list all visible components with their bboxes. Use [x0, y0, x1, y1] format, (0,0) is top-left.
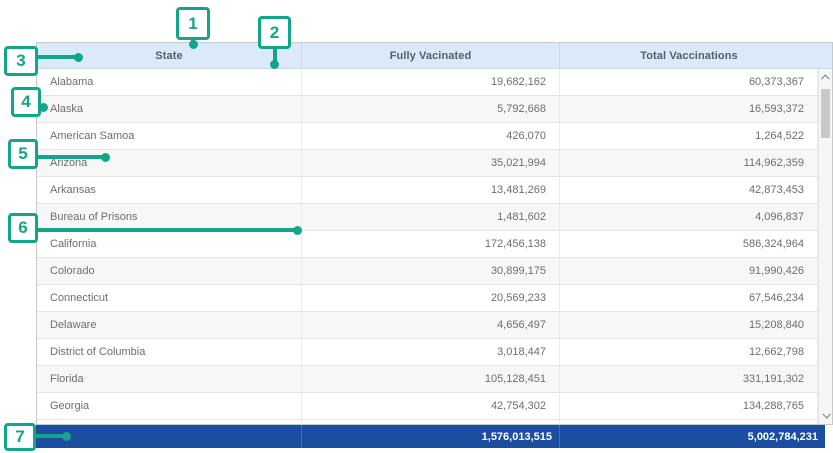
state-cell: Alaska	[37, 96, 302, 122]
table-body: Alabama 19,682,162 60,373,367 Alaska 5,7…	[37, 69, 832, 424]
total-vaccinations-cell: 331,191,302	[560, 366, 818, 392]
callout-5-box: 5	[8, 139, 38, 169]
state-cell	[37, 420, 302, 424]
callout-5-line	[37, 155, 106, 159]
total-vaccinations-cell: 4,096,837	[560, 204, 818, 230]
total-vaccinations-cell: 15,208,840	[560, 312, 818, 338]
vaccinations-table: State Fully Vacinated Total Vaccinations…	[36, 42, 833, 448]
callout-1-box: 1	[176, 7, 210, 40]
scroll-up-button[interactable]	[819, 71, 832, 85]
callout-7-dot	[61, 431, 71, 441]
state-cell: Bureau of Prisons	[37, 204, 302, 230]
total-vaccinations-cell	[560, 420, 818, 424]
column-header-state[interactable]: State	[37, 43, 302, 68]
callout-1-dot	[188, 39, 198, 49]
table-frame: State Fully Vacinated Total Vaccinations…	[36, 42, 833, 425]
state-cell: Connecticut	[37, 285, 302, 311]
callout-3-dot	[73, 52, 83, 62]
fully-vaccinated-cell: 13,481,269	[302, 177, 560, 203]
table-row[interactable]: Colorado 30,899,175 91,990,426	[37, 258, 832, 285]
fully-vaccinated-cell: 5,792,668	[302, 96, 560, 122]
fully-vaccinated-cell: 426,070	[302, 123, 560, 149]
callout-7-line	[35, 434, 67, 438]
column-header-fully-vaccinated[interactable]: Fully Vacinated	[302, 43, 560, 68]
callout-3-box: 3	[4, 46, 38, 76]
state-cell: American Samoa	[37, 123, 302, 149]
scroll-down-button[interactable]	[819, 408, 832, 422]
chevron-down-icon	[821, 410, 831, 419]
table-row[interactable]: Arizona 35,021,994 114,962,359	[37, 150, 832, 177]
total-vaccinations-cell: 12,662,798	[560, 339, 818, 365]
callout-2-box: 2	[258, 16, 291, 49]
total-vaccinations-cell: 42,873,453	[560, 177, 818, 203]
table-row[interactable]: District of Columbia 3,018,447 12,662,79…	[37, 339, 832, 366]
table-header-row: State Fully Vacinated Total Vaccinations	[37, 43, 832, 69]
total-vaccinations-cell: 67,546,234	[560, 285, 818, 311]
fully-vaccinated-cell: 172,456,138	[302, 231, 560, 257]
total-vaccinations-cell: 586,324,964	[560, 231, 818, 257]
state-cell: Georgia	[37, 393, 302, 419]
table-row[interactable]: Connecticut 20,569,233 67,546,234	[37, 285, 832, 312]
fully-vaccinated-cell: 35,021,994	[302, 150, 560, 176]
fully-vaccinated-cell: 30,899,175	[302, 258, 560, 284]
state-cell: District of Columbia	[37, 339, 302, 365]
callout-6-dot	[292, 225, 302, 235]
state-cell: Colorado	[37, 258, 302, 284]
total-vaccinations-cell: 114,962,359	[560, 150, 818, 176]
totals-total-vaccinations-cell: 5,002,784,231	[747, 430, 818, 443]
fully-vaccinated-cell: 4,656,497	[302, 312, 560, 338]
table-row[interactable]: Delaware 4,656,497 15,208,840	[37, 312, 832, 339]
chevron-up-icon	[820, 74, 830, 83]
callout-4-dot	[38, 102, 48, 112]
fully-vaccinated-cell: 105,128,451	[302, 366, 560, 392]
callout-2-line	[272, 48, 277, 65]
column-header-total-vaccinations[interactable]: Total Vaccinations	[640, 49, 738, 62]
table-row[interactable]: Alabama 19,682,162 60,373,367	[37, 69, 832, 96]
header-filler	[818, 43, 832, 68]
total-vaccinations-cell: 1,264,522	[560, 123, 818, 149]
state-cell: Arizona	[37, 150, 302, 176]
table-row[interactable]	[37, 420, 832, 424]
state-cell: Arkansas	[37, 177, 302, 203]
totals-row: 1,576,013,515 5,002,784,231	[36, 425, 825, 448]
state-cell: Florida	[37, 366, 302, 392]
callout-4-box: 4	[11, 87, 41, 117]
callout-3-line	[37, 55, 79, 59]
table-row[interactable]: Arkansas 13,481,269 42,873,453	[37, 177, 832, 204]
callout-7-box: 7	[4, 423, 36, 451]
callout-2-dot	[269, 59, 279, 69]
fully-vaccinated-cell: 42,754,302	[302, 393, 560, 419]
totals-fully-vaccinated-cell: 1,576,013,515	[302, 425, 560, 448]
totals-state-cell	[36, 425, 302, 448]
scroll-thumb[interactable]	[821, 89, 830, 138]
state-cell: Alabama	[37, 69, 302, 95]
fully-vaccinated-cell: 19,682,162	[302, 69, 560, 95]
table-row[interactable]: Florida 105,128,451 331,191,302	[37, 366, 832, 393]
vertical-scrollbar[interactable]	[818, 69, 832, 424]
fully-vaccinated-cell: 20,569,233	[302, 285, 560, 311]
table-row[interactable]: California 172,456,138 586,324,964	[37, 231, 832, 258]
callout-5-dot	[100, 152, 110, 162]
table-row[interactable]: Bureau of Prisons 1,481,602 4,096,837	[37, 204, 832, 231]
total-vaccinations-cell: 60,373,367	[560, 69, 818, 95]
fully-vaccinated-cell: 1,481,602	[302, 204, 560, 230]
callout-6-line	[37, 228, 298, 232]
table-row[interactable]: Alaska 5,792,668 16,593,372	[37, 96, 832, 123]
table-row[interactable]: American Samoa 426,070 1,264,522	[37, 123, 832, 150]
state-cell: Delaware	[37, 312, 302, 338]
state-cell: California	[37, 231, 302, 257]
fully-vaccinated-cell	[302, 420, 560, 424]
fully-vaccinated-cell: 3,018,447	[302, 339, 560, 365]
total-vaccinations-cell: 91,990,426	[560, 258, 818, 284]
total-vaccinations-cell: 134,288,765	[560, 393, 818, 419]
total-vaccinations-cell: 16,593,372	[560, 96, 818, 122]
callout-6-box: 6	[8, 213, 38, 243]
table-row[interactable]: Georgia 42,754,302 134,288,765	[37, 393, 832, 420]
